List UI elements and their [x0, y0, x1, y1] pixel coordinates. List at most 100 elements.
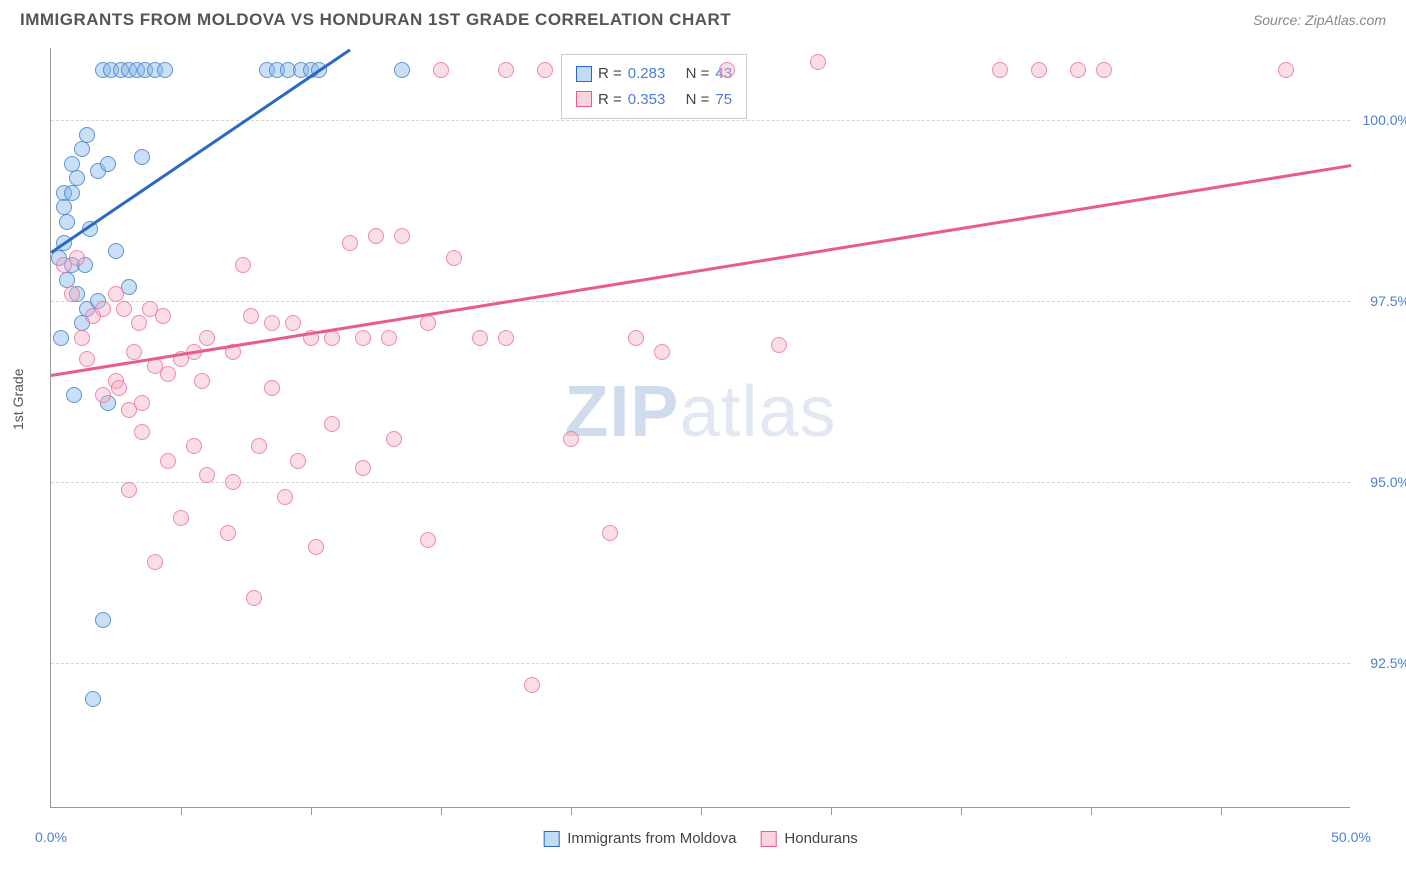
data-point — [324, 416, 340, 432]
data-point — [186, 438, 202, 454]
data-point — [95, 612, 111, 628]
data-point — [251, 438, 267, 454]
data-point — [355, 460, 371, 476]
data-point — [355, 330, 371, 346]
data-point — [225, 474, 241, 490]
x-tick-label: 0.0% — [35, 829, 67, 845]
data-point — [100, 156, 116, 172]
data-point — [199, 467, 215, 483]
chart-title: IMMIGRANTS FROM MOLDOVA VS HONDURAN 1ST … — [20, 10, 731, 30]
series-legend: Immigrants from Moldova Hondurans — [543, 830, 858, 847]
y-tick-label: 95.0% — [1370, 474, 1406, 490]
data-point — [95, 387, 111, 403]
data-point — [1070, 62, 1086, 78]
stats-legend: R = 0.283 N = 43 R = 0.353 N = 75 — [561, 54, 747, 119]
y-tick-label: 100.0% — [1363, 112, 1406, 128]
data-point — [157, 62, 173, 78]
data-point — [602, 525, 618, 541]
x-tick — [961, 807, 962, 815]
data-point — [524, 677, 540, 693]
data-point — [264, 315, 280, 331]
data-point — [308, 539, 324, 555]
data-point — [116, 301, 132, 317]
x-tick — [831, 807, 832, 815]
swatch-blue-icon — [543, 831, 559, 847]
watermark: ZIPatlas — [564, 371, 836, 453]
data-point — [134, 149, 150, 165]
data-point — [537, 62, 553, 78]
gridline — [51, 301, 1350, 302]
data-point — [285, 315, 301, 331]
gridline — [51, 663, 1350, 664]
data-point — [628, 330, 644, 346]
data-point — [66, 387, 82, 403]
data-point — [243, 308, 259, 324]
x-tick-label: 50.0% — [1331, 829, 1371, 845]
data-point — [147, 358, 163, 374]
data-point — [160, 453, 176, 469]
data-point — [992, 62, 1008, 78]
data-point — [246, 590, 262, 606]
x-tick — [1221, 807, 1222, 815]
chart-header: IMMIGRANTS FROM MOLDOVA VS HONDURAN 1ST … — [0, 0, 1406, 38]
n-label: N = — [686, 61, 710, 87]
data-point — [1278, 62, 1294, 78]
y-tick-label: 92.5% — [1370, 655, 1406, 671]
data-point — [498, 62, 514, 78]
data-point — [420, 315, 436, 331]
data-point — [719, 62, 735, 78]
data-point — [394, 62, 410, 78]
x-tick — [311, 807, 312, 815]
r-value-honduran: 0.353 — [628, 87, 666, 113]
data-point — [126, 344, 142, 360]
swatch-blue-icon — [576, 66, 592, 82]
data-point — [173, 510, 189, 526]
legend-label-honduran: Hondurans — [784, 830, 857, 847]
data-point — [95, 301, 111, 317]
data-point — [381, 330, 397, 346]
data-point — [56, 199, 72, 215]
trend-line — [50, 48, 350, 253]
data-point — [147, 554, 163, 570]
scatter-chart: ZIPatlas R = 0.283 N = 43 R = 0.353 N = … — [50, 48, 1350, 808]
data-point — [74, 330, 90, 346]
data-point — [290, 453, 306, 469]
data-point — [264, 380, 280, 396]
gridline — [51, 482, 1350, 483]
data-point — [74, 141, 90, 157]
x-tick — [1091, 807, 1092, 815]
data-point — [1096, 62, 1112, 78]
legend-item-honduran: Hondurans — [760, 830, 857, 847]
data-point — [563, 431, 579, 447]
data-point — [394, 228, 410, 244]
legend-item-moldova: Immigrants from Moldova — [543, 830, 736, 847]
data-point — [64, 286, 80, 302]
data-point — [235, 257, 251, 273]
data-point — [134, 395, 150, 411]
stats-row-moldova: R = 0.283 N = 43 — [576, 61, 732, 87]
legend-label-moldova: Immigrants from Moldova — [567, 830, 736, 847]
y-axis-label: 1st Grade — [10, 369, 26, 430]
data-point — [199, 330, 215, 346]
watermark-atlas: atlas — [679, 372, 836, 452]
data-point — [85, 691, 101, 707]
x-tick — [701, 807, 702, 815]
r-label: R = — [598, 61, 622, 87]
data-point — [472, 330, 488, 346]
data-point — [342, 235, 358, 251]
data-point — [420, 532, 436, 548]
data-point — [53, 330, 69, 346]
data-point — [194, 373, 210, 389]
data-point — [771, 337, 787, 353]
data-point — [446, 250, 462, 266]
n-value-honduran: 75 — [715, 87, 732, 113]
x-tick — [571, 807, 572, 815]
data-point — [386, 431, 402, 447]
n-label: N = — [686, 87, 710, 113]
data-point — [220, 525, 236, 541]
data-point — [59, 214, 75, 230]
data-point — [1031, 62, 1047, 78]
r-value-moldova: 0.283 — [628, 61, 666, 87]
data-point — [121, 482, 137, 498]
data-point — [79, 351, 95, 367]
